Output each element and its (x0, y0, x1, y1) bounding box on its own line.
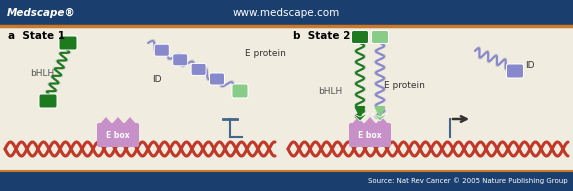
Text: Medscape®: Medscape® (7, 8, 76, 18)
FancyBboxPatch shape (59, 36, 77, 50)
Text: E box: E box (106, 130, 130, 139)
Text: bHLH: bHLH (318, 87, 342, 96)
Polygon shape (123, 117, 137, 125)
Polygon shape (99, 117, 113, 125)
Text: E protein: E protein (384, 82, 425, 91)
FancyBboxPatch shape (351, 31, 368, 44)
FancyBboxPatch shape (210, 73, 225, 85)
Text: Source: Nat Rev Cancer © 2005 Nature Publishing Group: Source: Nat Rev Cancer © 2005 Nature Pub… (368, 178, 568, 184)
FancyBboxPatch shape (97, 123, 139, 147)
Text: ID: ID (525, 62, 535, 70)
FancyBboxPatch shape (507, 64, 524, 78)
FancyBboxPatch shape (172, 54, 188, 66)
Text: ID: ID (152, 74, 162, 83)
FancyBboxPatch shape (191, 63, 206, 75)
Text: a  State 1: a State 1 (8, 31, 65, 41)
Polygon shape (352, 113, 368, 121)
FancyBboxPatch shape (154, 44, 169, 56)
FancyBboxPatch shape (39, 94, 57, 108)
Polygon shape (375, 117, 389, 125)
Polygon shape (372, 113, 388, 121)
Polygon shape (363, 117, 377, 125)
Text: E protein: E protein (245, 49, 286, 57)
Text: E box: E box (358, 130, 382, 139)
Bar (0, 0, 573, 26)
FancyBboxPatch shape (371, 31, 388, 44)
Polygon shape (111, 117, 125, 125)
Bar (0, 171, 573, 191)
Text: bHLH: bHLH (30, 69, 54, 78)
FancyBboxPatch shape (232, 84, 248, 98)
Text: b  State 2: b State 2 (293, 31, 350, 41)
Text: www.medscape.com: www.medscape.com (233, 8, 340, 18)
Polygon shape (351, 117, 365, 125)
FancyBboxPatch shape (349, 123, 391, 147)
